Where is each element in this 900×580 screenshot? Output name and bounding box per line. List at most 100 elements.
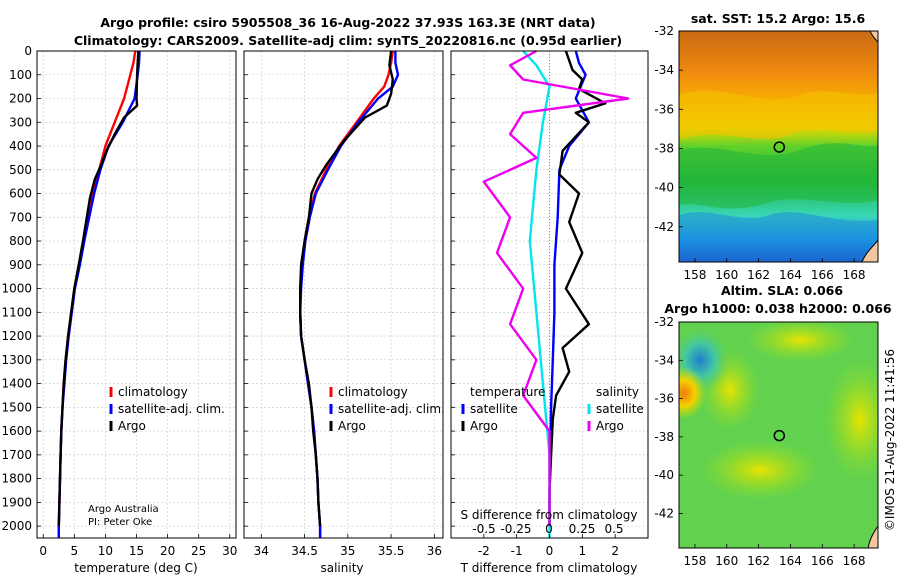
depth-tick-label: 1100 (1, 305, 32, 319)
legend-s-argo-label: Argo (596, 419, 624, 433)
legend-argo-label: Argo (118, 419, 146, 433)
x-tick-label: 5 (70, 544, 78, 558)
latitude-tick-label: -38 (654, 141, 674, 155)
latitude-tick-label: -42 (654, 220, 674, 234)
longitude-tick-label: 166 (811, 268, 834, 282)
sst-heatmap (679, 31, 878, 262)
x-tick-label: 30 (222, 544, 237, 558)
legend-t-argo-label: Argo (470, 419, 498, 433)
temperature-xlabel: temperature (deg C) (74, 561, 197, 575)
series-line-s-satellite (522, 50, 551, 538)
salinity-axes-frame (243, 50, 444, 539)
sst-coastline (861, 239, 878, 262)
series-line-t-argo (548, 50, 607, 527)
x-tick-label: 34.5 (291, 544, 318, 558)
depth-tick-label: 1000 (1, 282, 32, 296)
x-tick-label: 35.5 (378, 544, 405, 558)
depth-tick-label: 900 (9, 258, 32, 272)
depth-tick-label: 1900 (1, 495, 32, 509)
latitude-tick-label: -32 (654, 315, 674, 329)
series-line-argo (57, 50, 140, 527)
depth-tick-label: 800 (9, 234, 32, 248)
x-tick-label: 0 (39, 544, 47, 558)
depth-tick-label: 0 (24, 44, 32, 58)
credit-line1: Argo Australia (88, 504, 159, 515)
credit-line2: PI: Peter Oke (88, 517, 152, 528)
latitude-tick-label: -38 (654, 430, 674, 444)
depth-tick-label: 1400 (1, 377, 32, 391)
latitude-tick-label: -42 (654, 507, 674, 521)
difference-s-label: S difference from climatology (461, 508, 638, 522)
salinity-legend-argo-label: Argo (338, 419, 366, 433)
salinity-legend: climatology satellite-adj. clim. Argo (329, 385, 445, 433)
latitude-tick-label: -36 (654, 392, 674, 406)
sla-yellow-blob (745, 322, 855, 362)
legend-salinity-title: salinity (596, 385, 639, 399)
legend-climatology-label: climatology (118, 385, 188, 399)
series-line-s-argo (482, 49, 630, 527)
x-tick-label: 34 (254, 544, 269, 558)
sla-orange-eddy (679, 367, 706, 419)
sla-frame (678, 321, 879, 549)
depth-tick-label: 100 (9, 68, 32, 82)
sla-yellow-blob (700, 440, 820, 500)
sla-argo-location-marker (773, 429, 786, 442)
sla-map-title-line2: Argo h1000: 0.038 h2000: 0.066 (664, 301, 892, 316)
x-tick-label: -1 (511, 544, 523, 558)
copyright-timestamp: ©IMOS 21-Aug-2022 11:41:56 (883, 349, 897, 531)
x-tick-label: 10 (98, 544, 113, 558)
longitude-tick-label: 164 (779, 554, 802, 568)
depth-tick-label: 600 (9, 187, 32, 201)
x-tick-label: 2 (611, 544, 619, 558)
latitude-tick-label: -34 (654, 63, 674, 77)
sst-warm-tongue (679, 90, 878, 140)
depth-tick-label: 1500 (1, 400, 32, 414)
depth-tick-label: 400 (9, 139, 32, 153)
salinity-panel: 34 34.5 35 35.5 36 salinity climatology sate… (243, 50, 445, 575)
latitude-tick-label: -36 (654, 102, 674, 116)
s-tick-label: 0.5 (604, 522, 623, 536)
depth-tick-label: 1600 (1, 424, 32, 438)
salinity-xlabel: salinity (320, 561, 363, 575)
depth-tick-label: 700 (9, 210, 32, 224)
temperature-panel: 0100200300400500600700800900100011001200… (1, 44, 237, 575)
s-tick-label: 0.25 (569, 522, 596, 536)
longitude-tick-label: 158 (683, 268, 706, 282)
x-tick-label: 25 (191, 544, 206, 558)
s-tick-label: -0.25 (500, 522, 531, 536)
salinity-legend-satadj-label: satellite-adj. clim. (338, 402, 445, 416)
latitude-tick-label: -34 (654, 353, 674, 367)
depth-tick-label: 1300 (1, 353, 32, 367)
series-line-satellite-adj-clim- (299, 51, 400, 538)
sst-argo-location-marker (773, 141, 786, 153)
figure-title-line2: Climatology: CARS2009. Satellite-adj cli… (74, 33, 622, 49)
latitude-tick-label: -40 (654, 181, 674, 195)
series-line-climatology (57, 50, 137, 538)
x-tick-label: 20 (160, 544, 175, 558)
temperature-legend: climatology satellite-adj. clim. Argo (109, 385, 225, 433)
longitude-tick-label: 158 (683, 554, 706, 568)
latitude-tick-label: -32 (654, 24, 674, 38)
depth-tick-label: 1800 (1, 472, 32, 486)
difference-panel: -2 -1 0 1 2 T difference from climatology S … (450, 49, 649, 575)
series-line-climatology (299, 50, 394, 538)
depth-tick-label: 300 (9, 115, 32, 129)
sla-heatmap (679, 322, 878, 548)
sla-map-title-line1: Altim. SLA: 0.066 (721, 283, 843, 298)
sst-map-title: sat. SST: 15.2 Argo: 15.6 (691, 11, 866, 26)
difference-xlabel: T difference from climatology (460, 561, 638, 575)
longitude-tick-label: 168 (843, 268, 866, 282)
sst-coastline-top (869, 31, 878, 43)
longitude-tick-label: 160 (715, 554, 738, 568)
depth-tick-label: 1700 (1, 448, 32, 462)
longitude-tick-label: 164 (779, 268, 802, 282)
sla-coastline (867, 525, 878, 548)
longitude-tick-label: 160 (715, 268, 738, 282)
difference-legend: temperature satellite Argo salinity sate… (461, 385, 644, 433)
sla-map-panel: Altim. SLA: 0.066 Argo h1000: 0.038 h200… (654, 283, 892, 568)
legend-satadj-label: satellite-adj. clim. (118, 402, 225, 416)
depth-tick-label: 500 (9, 163, 32, 177)
series-line-satellite-adj-clim- (57, 50, 141, 538)
x-tick-label: 1 (579, 544, 587, 558)
